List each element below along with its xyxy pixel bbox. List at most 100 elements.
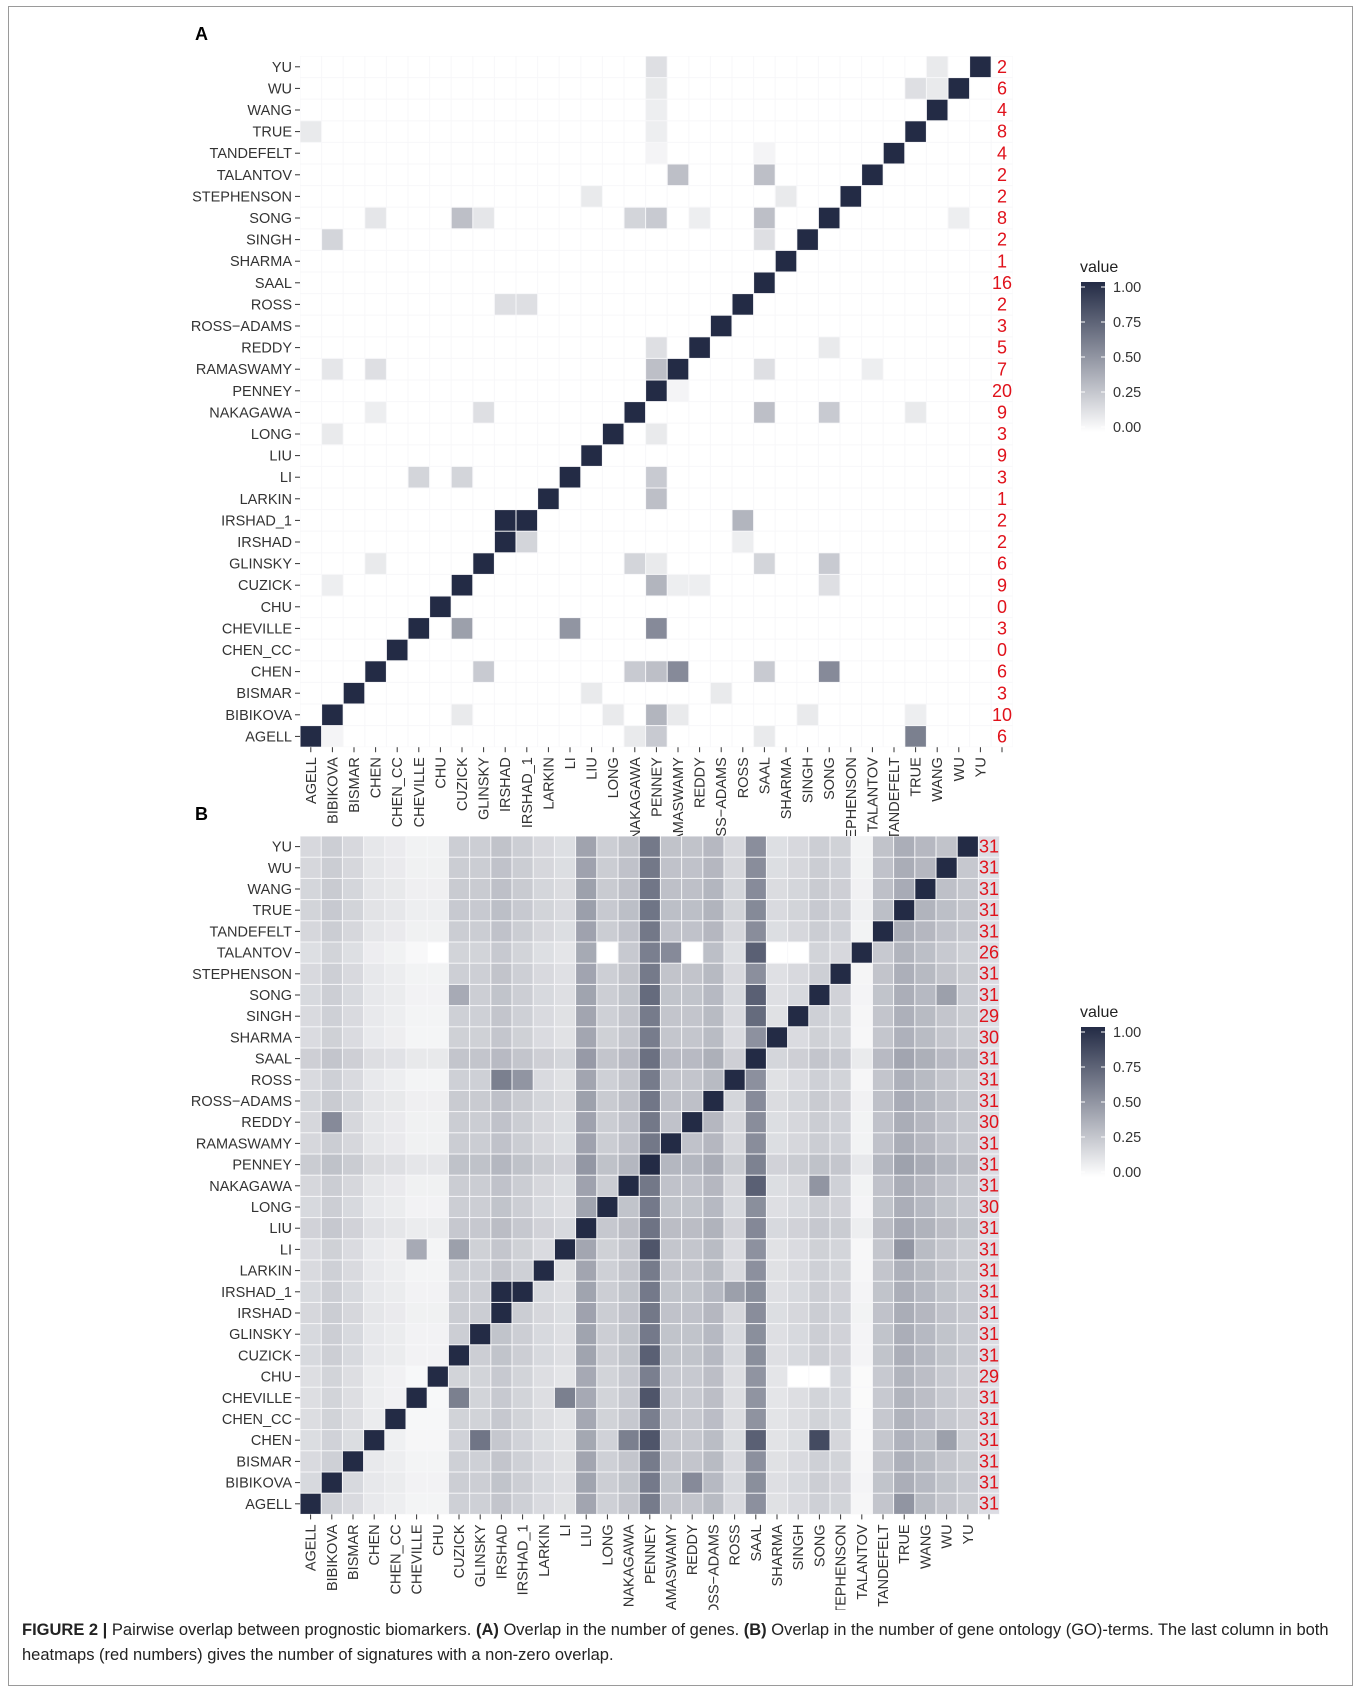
heatmap-cell: [754, 207, 775, 229]
heatmap-cell: [538, 553, 559, 574]
heatmap-cell: [872, 921, 894, 942]
heatmap-cell: [365, 423, 386, 445]
heatmap-cell: [766, 1027, 788, 1048]
heatmap-cell: [703, 1281, 724, 1302]
heatmap-cell: [581, 250, 602, 272]
heatmap-cell: [581, 164, 602, 186]
heatmap-cell: [840, 142, 862, 164]
count-label: 3: [997, 424, 1007, 444]
heatmap-cell: [554, 1239, 576, 1260]
heatmap-cell: [602, 704, 624, 726]
heatmap-cell: [385, 1218, 406, 1239]
heatmap-cell: [905, 358, 926, 380]
heatmap-cell: [703, 1027, 724, 1048]
heatmap-cell: [830, 900, 851, 921]
heatmap-cell: [660, 1090, 682, 1112]
y-tick-label: TRUE: [253, 125, 293, 141]
heatmap-cell: [494, 618, 516, 639]
heatmap-cell: [894, 1430, 915, 1451]
heatmap-cell: [851, 900, 872, 921]
heatmap-cell: [894, 1069, 915, 1090]
heatmap-cell: [840, 596, 862, 618]
heatmap-cell: [639, 942, 660, 963]
count-cell: [991, 466, 1013, 488]
heatmap-cell: [840, 488, 862, 510]
heatmap-cell: [818, 294, 840, 315]
heatmap-cell: [538, 466, 559, 488]
heatmap-cell: [872, 1069, 894, 1090]
heatmap-cell: [448, 878, 470, 900]
heatmap-cell: [618, 1366, 639, 1387]
heatmap-cell: [470, 900, 491, 921]
heatmap-cell: [754, 358, 775, 380]
heatmap-cell: [451, 207, 473, 229]
heatmap-cell: [703, 1387, 724, 1408]
heatmap-cell: [512, 1345, 533, 1366]
heatmap-cell: [948, 56, 970, 78]
heatmap-cell: [724, 1472, 745, 1493]
count-label: 31: [979, 837, 999, 857]
heatmap-cell: [775, 142, 797, 164]
heatmap-cell: [554, 900, 576, 921]
heatmap-cell: [386, 164, 408, 186]
heatmap-cell: [624, 726, 646, 747]
heatmap-cell: [809, 1218, 830, 1239]
heatmap-cell: [745, 1218, 766, 1239]
panel-label: B: [195, 804, 208, 824]
heatmap-cell: [703, 1493, 724, 1514]
heatmap-cell: [872, 857, 894, 878]
heatmap-cell: [300, 315, 322, 337]
heatmap-cell: [948, 78, 970, 99]
heatmap-cell: [470, 1218, 491, 1239]
heatmap-cell: [533, 1027, 554, 1048]
heatmap-cell: [915, 1260, 936, 1281]
heatmap-cell: [788, 1112, 809, 1133]
heatmap-cell: [797, 466, 818, 488]
heatmap-cell: [364, 1218, 385, 1239]
heatmap-cell: [830, 1387, 851, 1408]
heatmap-cell: [809, 942, 830, 963]
heatmap-cell: [618, 857, 639, 878]
heatmap-cell: [883, 510, 905, 531]
heatmap-cell: [883, 186, 905, 207]
heatmap-cell: [797, 531, 818, 553]
heatmap-cell: [830, 1281, 851, 1302]
heatmap-cell: [559, 250, 581, 272]
heatmap-cell: [365, 78, 386, 99]
heatmap-cell: [862, 618, 883, 639]
heatmap-cell: [809, 1006, 830, 1027]
heatmap-cell: [766, 1345, 788, 1366]
heatmap-cell: [342, 1493, 364, 1514]
heatmap-cell: [754, 661, 775, 682]
heatmap-cell: [830, 1260, 851, 1281]
heatmap-cell: [851, 963, 872, 984]
heatmap-cell: [775, 488, 797, 510]
heatmap-cell: [427, 1112, 448, 1133]
heatmap-cell: [797, 488, 818, 510]
heatmap-cell: [840, 466, 862, 488]
heatmap-cell: [710, 553, 732, 574]
heatmap-cell: [682, 836, 703, 857]
heatmap-cell: [408, 315, 430, 337]
heatmap-cell: [300, 1196, 321, 1218]
heatmap-cell: [300, 857, 321, 878]
heatmap-cell: [840, 682, 862, 704]
heatmap-cell: [840, 250, 862, 272]
heatmap-cell: [386, 726, 408, 747]
heatmap-cell: [365, 186, 386, 207]
heatmap-cell: [343, 272, 365, 294]
heatmap-cell: [926, 164, 948, 186]
heatmap-cell: [840, 358, 862, 380]
heatmap-cell: [905, 99, 926, 121]
count-label: 6: [997, 554, 1007, 574]
heatmap-cell: [322, 99, 343, 121]
heatmap-cell: [322, 726, 343, 747]
heatmap-cell: [970, 704, 991, 726]
heatmap-cell: [386, 445, 408, 466]
heatmap-cell: [321, 1154, 342, 1175]
count-label: 3: [997, 316, 1007, 336]
heatmap-cell: [430, 661, 451, 682]
heatmap-cell: [682, 1345, 703, 1366]
heatmap-cell: [745, 1175, 766, 1196]
y-tick-label: WU: [268, 861, 292, 877]
